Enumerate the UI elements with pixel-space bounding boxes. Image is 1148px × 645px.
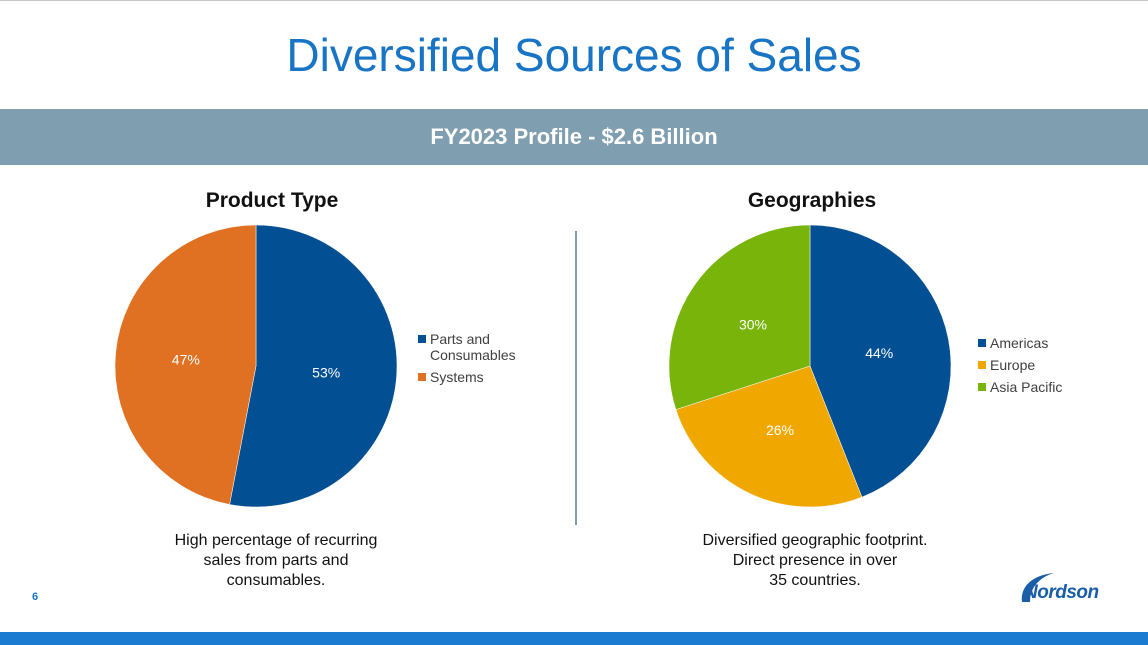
slice-label-parts-and-consumables: 53%: [312, 365, 340, 381]
legend-label: Systems: [430, 369, 484, 385]
pie-slice-americas: [809, 224, 952, 498]
caption-line: consumables.: [226, 572, 326, 589]
product-type-title: Product Type: [205, 189, 339, 212]
legend-swatch: [418, 335, 426, 343]
legend-item-americas: Americas: [978, 335, 1088, 351]
legend-swatch: [978, 361, 986, 369]
legend-label: Americas: [990, 335, 1049, 351]
geographies-caption: Diversified geographic footprint. Direct …: [665, 531, 965, 591]
slice-label-americas: 44%: [865, 345, 893, 361]
legend-item-europe: Europe: [978, 357, 1088, 373]
legend-swatch: [978, 383, 986, 391]
legend-swatch: [418, 373, 426, 381]
page-number: 6: [32, 591, 39, 603]
legend-label: Asia Pacific: [990, 379, 1063, 395]
caption-line: Direct presence in over: [732, 552, 898, 569]
bottom-bar: [0, 632, 1148, 645]
geographies-pie-chart: 44% 26% 30%: [668, 224, 952, 508]
caption-line: High percentage of recurring: [174, 532, 378, 549]
pie-slice-asia-pacific: [668, 224, 811, 410]
profile-banner-text: FY2023 Profile - $2.6 Billion: [430, 124, 718, 149]
legend-swatch: [978, 339, 986, 347]
chart-divider: [575, 231, 577, 525]
pie-slice-parts-and-consumables: [229, 224, 398, 508]
nordson-logo-swoosh-icon: [1021, 573, 1054, 602]
pie-slice-europe: [675, 365, 863, 508]
caption-line: Diversified geographic footprint.: [702, 532, 928, 549]
caption-line: 35 countries.: [769, 572, 861, 589]
legend-label: Europe: [990, 357, 1036, 373]
top-rule: [0, 0, 1148, 1]
nordson-logo: Nordson: [1024, 582, 1099, 603]
slice-label-systems: 47%: [172, 351, 200, 367]
legend-label: Parts and Consumables: [430, 331, 516, 363]
geographies-title: Geographies: [747, 189, 877, 212]
product-type-legend: Parts and Consumables Systems: [418, 331, 528, 391]
legend-item-systems: Systems: [418, 369, 528, 385]
slice-label-asia-pacific: 30%: [739, 317, 767, 333]
geographies-legend: Americas Europe Asia Pacific: [978, 335, 1088, 401]
product-type-pie-chart: 53% 47%: [114, 224, 398, 508]
legend-item-asia-pacific: Asia Pacific: [978, 379, 1088, 395]
legend-item-parts-and-consumables: Parts and Consumables: [418, 331, 528, 363]
slide-title: Diversified Sources of Sales: [286, 29, 862, 81]
pie-slice-systems: [114, 224, 257, 505]
caption-line: sales from parts and: [203, 552, 349, 569]
profile-banner: FY2023 Profile - $2.6 Billion: [0, 109, 1148, 165]
slice-label-europe: 26%: [766, 422, 794, 438]
product-type-caption: High percentage of recurring sales from p…: [126, 531, 426, 591]
